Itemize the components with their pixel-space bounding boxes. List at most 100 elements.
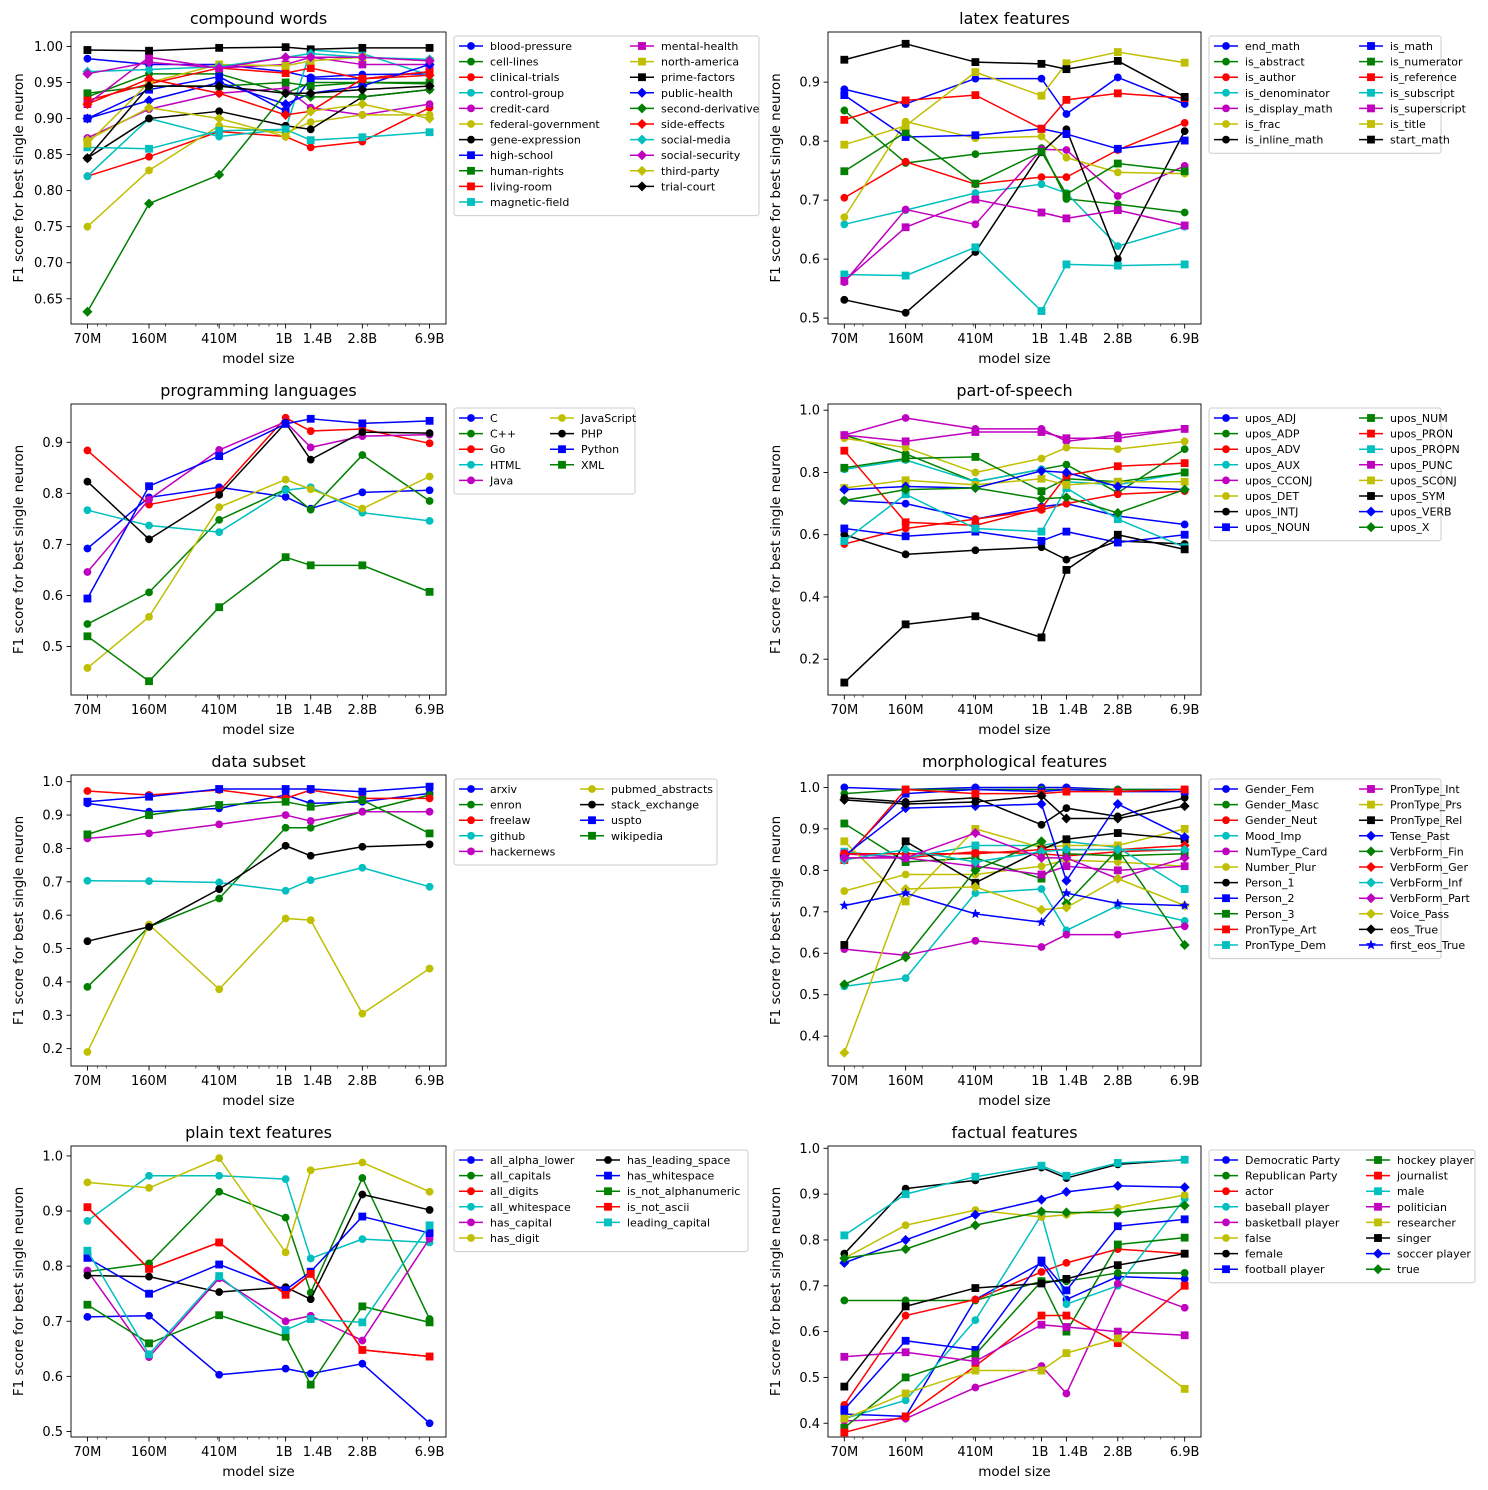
legend-marker <box>1365 908 1377 919</box>
legend-marker <box>1367 104 1375 113</box>
data-point <box>839 979 850 990</box>
data-point <box>425 472 434 481</box>
legend-marker <box>1222 523 1230 532</box>
legend-label: end_math <box>1245 40 1300 53</box>
y-tick-label: 0.7 <box>42 1315 63 1330</box>
legend-entry: PHP <box>550 428 603 441</box>
data-point <box>1062 146 1071 154</box>
data-point <box>1037 307 1046 315</box>
legend-entry: is_abstract <box>1214 56 1305 69</box>
legend-entry: trial-court <box>630 180 716 193</box>
legend-label: upos_ADV <box>1245 443 1301 456</box>
data-point <box>1179 1200 1190 1211</box>
data-point <box>281 797 290 806</box>
legend-entry: upos_ADP <box>1214 428 1300 441</box>
legend-marker <box>604 1171 612 1180</box>
data-point <box>901 454 910 463</box>
data-point <box>145 922 153 931</box>
x-tick-label: 1B <box>1031 1445 1048 1460</box>
data-point <box>215 894 224 903</box>
data-point <box>357 99 368 110</box>
data-point <box>145 829 153 838</box>
series-line <box>843 109 1185 214</box>
data-point <box>839 852 850 863</box>
data-point <box>1180 545 1189 554</box>
data-point <box>145 1272 153 1281</box>
legend-marker <box>1222 1156 1230 1164</box>
data-point <box>1037 74 1046 83</box>
data-point <box>840 524 849 533</box>
x-tick-label: 2.8B <box>1103 332 1133 347</box>
legend-marker <box>1365 893 1377 904</box>
legend-entry: female <box>1214 1248 1283 1261</box>
x-tick-label: 1B <box>1031 703 1048 718</box>
data-point <box>1062 1311 1071 1320</box>
data-point <box>901 518 910 527</box>
data-point <box>1112 481 1123 492</box>
data-point <box>281 914 290 923</box>
series-line <box>86 88 430 313</box>
data-point <box>1113 1240 1122 1249</box>
series-line <box>86 556 430 682</box>
data-point <box>840 837 849 846</box>
legend-label: has_whitespace <box>627 1170 715 1183</box>
legend-label: PHP <box>581 428 603 441</box>
data-point <box>145 166 153 175</box>
data-point <box>214 88 225 99</box>
data-point <box>215 785 224 793</box>
legend-label: arxiv <box>490 783 518 796</box>
data-point <box>306 118 315 127</box>
legend-entry: JavaScript <box>550 412 637 425</box>
legend-entry: is_superscript <box>1359 102 1467 115</box>
data-point <box>358 488 367 497</box>
data-point <box>1036 852 1047 863</box>
series-line <box>86 794 430 988</box>
y-tick-label: 0.4 <box>799 590 820 605</box>
data-point <box>1113 1327 1122 1336</box>
legend-label: Person_2 <box>1245 892 1294 905</box>
data-point <box>83 1246 92 1255</box>
axes-frame <box>827 403 1202 696</box>
x-tick-label: 1B <box>275 332 292 347</box>
plot-area <box>840 39 1189 317</box>
legend-entry: upos_CCONJ <box>1214 474 1312 487</box>
data-point <box>1113 159 1122 168</box>
data-point <box>306 1254 315 1263</box>
data-point <box>1113 1159 1122 1167</box>
x-tick-label: 410M <box>957 332 993 347</box>
x-tick-label: 70M <box>74 1445 102 1460</box>
data-point <box>1061 1207 1072 1218</box>
series-is-subscript <box>840 243 1189 315</box>
data-point <box>145 1171 153 1180</box>
data-point <box>83 620 92 628</box>
data-point <box>306 1369 315 1378</box>
legend-entry: stack_exchange <box>580 799 699 812</box>
legend-label: prime-factors <box>661 71 735 84</box>
subplot-programming-languages: 0.5 0.6 0.7 0.8 0.9 70M 160M 410M 1B 1.4B 2.8B 6.9B… <box>11 381 637 738</box>
legend: Democratic Party Republican Party actor bas… <box>1208 1149 1476 1284</box>
plot-area <box>839 783 1190 1058</box>
data-point <box>1062 835 1071 844</box>
data-point <box>1180 468 1189 477</box>
legend-marker <box>467 1218 475 1227</box>
legend-entry: basketball player <box>1214 1216 1340 1229</box>
data-point <box>425 829 434 838</box>
series-line <box>87 1177 431 1320</box>
series-uspto <box>83 782 434 806</box>
data-point <box>358 1346 367 1354</box>
legend-entry: is_title <box>1359 118 1426 131</box>
legend-marker <box>467 73 475 82</box>
data-point <box>425 1187 434 1196</box>
data-point <box>1180 1331 1189 1340</box>
legend-marker <box>1222 941 1230 949</box>
legend-marker <box>636 87 648 98</box>
legend-label: all_capitals <box>490 1170 551 1183</box>
data-point <box>901 121 910 130</box>
data-point <box>840 91 849 100</box>
legend-frame <box>1208 407 1442 542</box>
data-point <box>215 1272 224 1280</box>
data-point <box>145 152 153 161</box>
data-point <box>971 1284 980 1292</box>
data-point <box>971 58 980 66</box>
data-point <box>1113 255 1122 264</box>
